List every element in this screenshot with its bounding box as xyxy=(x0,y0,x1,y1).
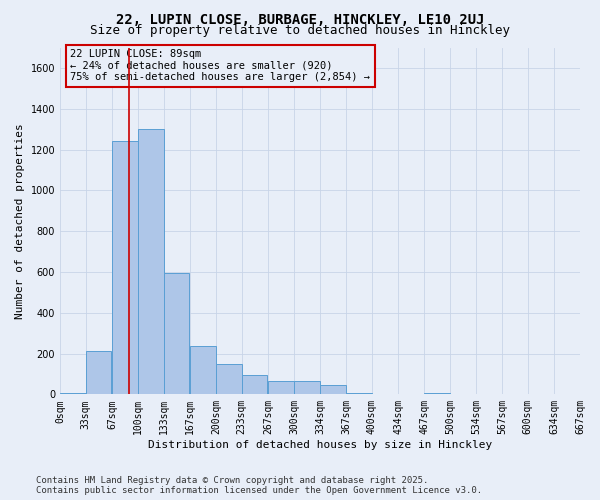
Bar xyxy=(190,346,216,395)
Bar xyxy=(164,273,190,394)
Bar xyxy=(294,381,320,394)
Bar xyxy=(112,142,138,394)
Bar xyxy=(86,352,112,395)
Bar xyxy=(268,381,294,394)
Bar xyxy=(216,364,242,394)
Text: Contains HM Land Registry data © Crown copyright and database right 2025.
Contai: Contains HM Land Registry data © Crown c… xyxy=(36,476,482,495)
Text: 22 LUPIN CLOSE: 89sqm
← 24% of detached houses are smaller (920)
75% of semi-det: 22 LUPIN CLOSE: 89sqm ← 24% of detached … xyxy=(70,49,370,82)
X-axis label: Distribution of detached houses by size in Hinckley: Distribution of detached houses by size … xyxy=(148,440,492,450)
Text: 22, LUPIN CLOSE, BURBAGE, HINCKLEY, LE10 2UJ: 22, LUPIN CLOSE, BURBAGE, HINCKLEY, LE10… xyxy=(116,12,484,26)
Bar xyxy=(320,385,346,394)
Text: Size of property relative to detached houses in Hinckley: Size of property relative to detached ho… xyxy=(90,24,510,37)
Bar xyxy=(138,129,164,394)
Y-axis label: Number of detached properties: Number of detached properties xyxy=(15,123,25,319)
Bar xyxy=(242,375,268,394)
